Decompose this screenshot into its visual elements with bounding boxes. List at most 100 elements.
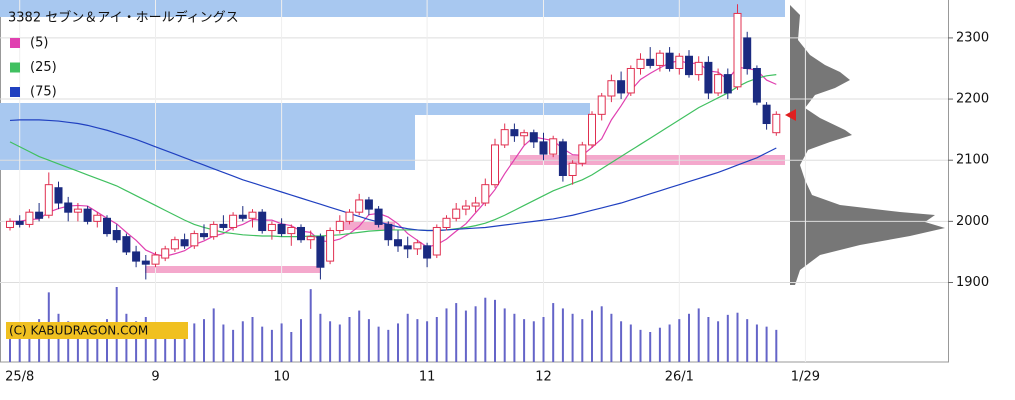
candle-body — [578, 144, 587, 164]
candle-body — [287, 226, 296, 235]
volume-bar — [290, 332, 293, 362]
candle-body — [685, 55, 693, 76]
volume-bar — [610, 313, 613, 362]
volume-bar — [397, 323, 399, 362]
volume-bar — [484, 297, 487, 362]
candle-body — [549, 138, 558, 155]
volume-bar — [581, 319, 584, 362]
volume-bar — [154, 324, 157, 362]
volume-bar — [164, 329, 167, 362]
candle-body — [93, 214, 102, 222]
volume-bar — [426, 321, 429, 362]
candle-body — [413, 242, 422, 250]
volume-bar — [135, 321, 138, 362]
volume-bar — [173, 332, 176, 362]
candle-body — [345, 211, 354, 222]
volume-bar — [765, 326, 768, 362]
candle-body — [364, 199, 373, 210]
volume-bar — [755, 324, 758, 362]
volume-bar — [455, 303, 458, 362]
volume-bar — [377, 326, 380, 362]
candle-body — [297, 226, 305, 241]
candle-body — [714, 74, 723, 94]
candle-body — [200, 233, 208, 238]
legend-label: (25) — [30, 60, 57, 75]
candle-body — [403, 245, 412, 250]
volume-bar — [193, 323, 196, 362]
volume-bar — [96, 327, 99, 362]
candle-body — [675, 55, 684, 69]
volume-bar — [503, 308, 506, 362]
volume-bar — [212, 308, 215, 362]
volume-bar — [775, 329, 778, 362]
candle-body — [481, 184, 490, 204]
volume-bar — [367, 319, 370, 362]
candle-body — [112, 230, 121, 241]
candle-body — [306, 236, 315, 241]
current-price-marker — [785, 109, 796, 121]
volume-bar — [668, 324, 671, 362]
volume-bar — [319, 313, 322, 362]
volume-bar — [338, 324, 341, 362]
candle-body — [73, 208, 82, 213]
candle-body — [529, 132, 538, 143]
legend-label: (5) — [30, 36, 48, 51]
volume-bar — [629, 324, 632, 362]
candle-body — [597, 95, 606, 115]
candle-body — [316, 236, 325, 268]
candle-body — [394, 239, 402, 247]
copyright-box — [6, 322, 188, 339]
x-tick-label: 25/8 — [5, 370, 34, 385]
volume-bar — [358, 310, 361, 362]
volume-bar — [86, 324, 89, 362]
candle-body — [607, 80, 616, 97]
candle-body — [617, 80, 626, 94]
candle-body — [539, 141, 548, 155]
candle-body — [588, 113, 596, 146]
candle-body — [655, 52, 664, 66]
volume-bar — [600, 306, 603, 362]
legend-label: (75) — [30, 85, 57, 100]
volume-bar — [561, 308, 564, 362]
volume-bar — [144, 317, 147, 362]
volume-bar — [387, 329, 390, 362]
copyright: (C) KABUDRAGON.COM — [9, 324, 148, 338]
x-tick-label: 1/29 — [791, 370, 820, 385]
volume-bar — [649, 332, 652, 362]
candle-body — [219, 223, 228, 228]
candle-body — [44, 184, 53, 216]
volume-bar — [270, 329, 273, 362]
volume-bar — [445, 308, 448, 362]
zone — [415, 103, 590, 115]
volume-bar — [688, 313, 690, 362]
candle-body — [510, 129, 519, 137]
moving-average — [9, 74, 777, 238]
candle-body — [461, 205, 470, 210]
volume-bar — [435, 317, 438, 362]
candle-body — [762, 104, 771, 125]
volume-bar — [67, 321, 70, 362]
zones — [0, 0, 945, 285]
volume-bar — [697, 308, 700, 362]
candle-body — [326, 230, 335, 262]
volume-bar — [261, 326, 264, 362]
legend-swatch — [10, 38, 20, 48]
volume-bar — [9, 329, 11, 362]
volume-bar — [183, 326, 186, 362]
zone — [340, 222, 395, 230]
candle-body — [374, 208, 383, 225]
candle-body — [335, 220, 344, 232]
candle-body — [665, 52, 674, 69]
x-tick-label: 26/1 — [665, 370, 694, 385]
candle-body — [25, 211, 34, 225]
candle-body — [15, 220, 24, 225]
x-tick-label: 11 — [419, 370, 436, 385]
volume-bar — [203, 319, 205, 362]
candle-body — [64, 202, 73, 213]
candle-body — [384, 223, 393, 241]
moving-average — [9, 119, 777, 232]
candle-body — [180, 239, 189, 247]
volume-bar — [18, 324, 21, 362]
candle-body — [752, 67, 761, 103]
